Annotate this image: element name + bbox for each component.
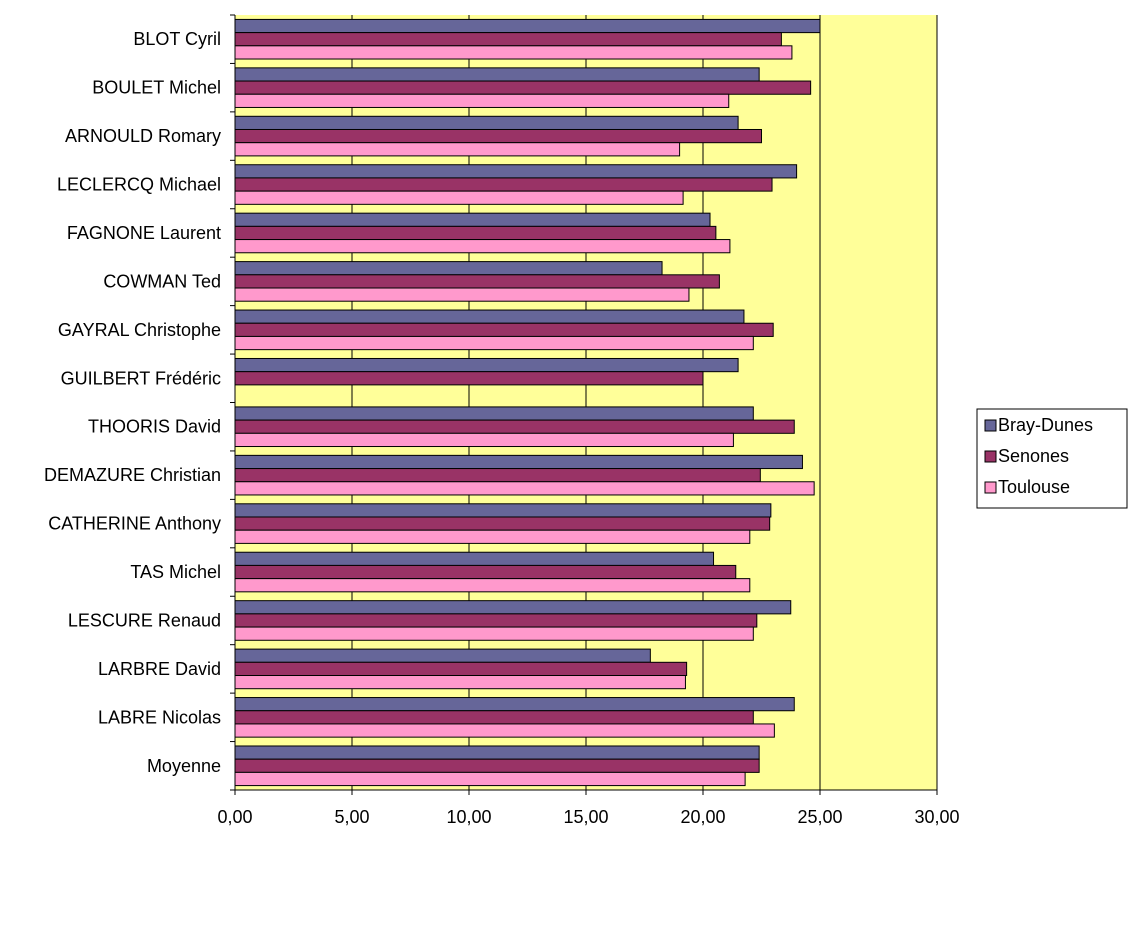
x-tick-label: 10,00 (446, 807, 491, 827)
category-label: THOORIS David (88, 417, 221, 437)
x-tick-label: 25,00 (797, 807, 842, 827)
bar-senones (234, 468, 761, 483)
bar-senones (234, 177, 773, 192)
bar-bray-dunes (234, 309, 745, 324)
bar-bray-dunes (234, 454, 803, 470)
category-label: BOULET Michel (92, 78, 221, 98)
bar-bray-dunes (234, 67, 760, 82)
bar-senones (234, 80, 812, 95)
bars (234, 18, 821, 787)
bar-toulouse (234, 190, 684, 205)
bar-senones (234, 274, 720, 289)
bar-senones (234, 32, 782, 47)
bar-toulouse (234, 626, 754, 641)
bar-bray-dunes (234, 406, 754, 421)
category-label: TAS Michel (130, 562, 221, 582)
legend-label: Senones (998, 446, 1069, 466)
bar-bray-dunes (234, 212, 711, 227)
bar-senones (234, 371, 704, 386)
bar-bray-dunes (234, 503, 772, 518)
legend-swatch (984, 450, 997, 463)
bar-senones (234, 516, 771, 531)
category-label: GAYRAL Christophe (58, 320, 221, 340)
category-label: DEMAZURE Christian (44, 465, 221, 485)
bar-bray-dunes (234, 115, 739, 130)
bar-senones (234, 225, 717, 241)
bar-toulouse (234, 529, 751, 544)
category-labels: BLOT Cyril BOULET Michel ARNOULD Romary LEC… (44, 29, 221, 776)
bar-toulouse (234, 723, 775, 738)
category-label: LECLERCQ Michael (57, 175, 221, 195)
bar-senones (234, 710, 754, 725)
bar-toulouse (234, 432, 734, 448)
category-label: LABRE Nicolas (98, 707, 221, 727)
bar-senones (234, 564, 737, 580)
bar-senones (234, 419, 795, 434)
bar-toulouse (234, 45, 793, 60)
category-label: Moyenne (147, 756, 221, 776)
category-label: GUILBERT Frédéric (61, 368, 221, 388)
bar-bray-dunes (234, 745, 760, 760)
bar-toulouse (234, 142, 681, 157)
bar-toulouse (234, 578, 751, 593)
bar-toulouse (234, 675, 686, 690)
legend-box (976, 408, 1128, 509)
bar-bray-dunes (234, 648, 651, 663)
x-tick-label: 15,00 (563, 807, 608, 827)
bar-bray-dunes (234, 18, 821, 34)
category-label: COWMAN Ted (103, 271, 221, 291)
category-label: LESCURE Renaud (68, 610, 221, 630)
axes (230, 14, 938, 795)
x-tick-label: 5,00 (334, 807, 369, 827)
x-tick-labels: 0,00 5,00 10,00 15,00 20,00 25,00 30,00 (217, 807, 959, 827)
bar-toulouse (234, 287, 690, 302)
x-tick-label: 20,00 (680, 807, 725, 827)
bar-bray-dunes (234, 164, 798, 179)
category-label: ARNOULD Romary (65, 126, 221, 146)
legend-swatch (984, 419, 997, 432)
bar-toulouse (234, 771, 746, 787)
bar-senones (234, 322, 774, 337)
category-label: CATHERINE Anthony (48, 514, 221, 534)
category-label: LARBRE David (98, 659, 221, 679)
bar-bray-dunes (234, 697, 795, 712)
legend-label: Bray-Dunes (998, 415, 1093, 435)
x-tick-label: 0,00 (217, 807, 252, 827)
legend-label: Toulouse (998, 477, 1070, 497)
legend: Bray-Dunes Senones Toulouse (976, 408, 1128, 509)
bar-toulouse (234, 93, 730, 108)
bar-bray-dunes (234, 261, 663, 276)
bar-senones (234, 128, 762, 144)
bar-bray-dunes (234, 357, 739, 373)
bar-bray-dunes (234, 551, 715, 566)
bar-senones (234, 661, 688, 677)
bar-senones (234, 758, 760, 773)
category-label: BLOT Cyril (133, 29, 221, 49)
bar-senones (234, 613, 758, 628)
category-label: FAGNONE Laurent (67, 223, 221, 243)
legend-swatch (984, 481, 997, 494)
bar-toulouse (234, 239, 731, 254)
bar-toulouse (234, 335, 754, 351)
bar-toulouse (234, 481, 815, 496)
bar-bray-dunes (234, 600, 792, 615)
x-tick-label: 30,00 (914, 807, 959, 827)
